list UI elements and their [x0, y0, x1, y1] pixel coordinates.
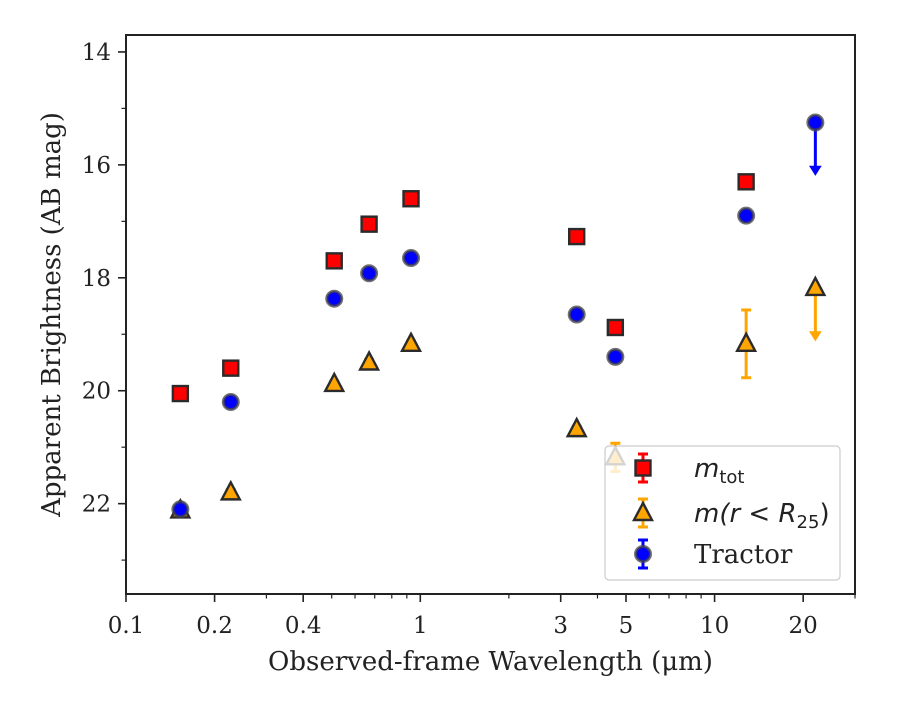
plot-frame [125, 34, 856, 595]
data-point [360, 264, 379, 283]
x-tick-label: 3 [553, 613, 568, 639]
data-point [171, 384, 190, 403]
y-tick-label: 20 [82, 379, 111, 405]
x-tick-label: 0.1 [108, 613, 145, 639]
data-point [325, 252, 343, 270]
legend-label: Tractor [694, 540, 793, 570]
data-point [565, 416, 588, 438]
data-point [402, 190, 420, 208]
data-point [735, 331, 758, 353]
data-point [221, 393, 240, 412]
y-tick-label: 16 [82, 153, 111, 179]
data-point [402, 249, 421, 268]
legend-label-suffix: ) [819, 499, 829, 529]
upper-limit-arrowhead [809, 165, 822, 176]
y-axis-label: Apparent Brightness (AB mag) [37, 112, 67, 518]
legend-label: m(r < R25) [694, 499, 830, 533]
data-point [737, 206, 756, 225]
data-point [568, 227, 586, 246]
x-axis-label: Observed-frame Wavelength (μm) [268, 647, 713, 677]
legend-label-subscript: tot [719, 467, 744, 488]
data-point [325, 289, 344, 308]
legend: mtot m(r < R25) Tractor [604, 445, 841, 581]
legend-marker [634, 459, 652, 477]
x-tick-label: 5 [619, 613, 634, 639]
legend-label-base: Tractor [694, 540, 793, 570]
data-point [737, 173, 755, 191]
data-point [400, 331, 423, 353]
data-point [606, 347, 625, 366]
data-point [171, 500, 190, 519]
legend-label-base: m(r < R [694, 499, 797, 529]
y-tick-label: 14 [82, 40, 111, 66]
legend-label-subscript: 25 [797, 512, 820, 533]
data-point [606, 318, 625, 337]
y-tick-label: 18 [82, 266, 111, 292]
axis-ticks: 0.1 0.2 0.4 1 3 5 10 20 14 16 18 20 22 [82, 40, 856, 639]
y-tick-label: 22 [82, 492, 111, 518]
x-tick-label: 0.4 [285, 613, 322, 639]
data-point [358, 349, 381, 371]
x-tick-label: 10 [700, 613, 729, 639]
x-tick-label: 20 [789, 613, 818, 639]
legend-label-base: m [694, 454, 719, 484]
data-point [806, 113, 825, 132]
data-point [323, 371, 346, 393]
x-tick-label: 1 [413, 613, 428, 639]
series-circle-2 [171, 113, 825, 519]
legend-box [604, 445, 841, 581]
upper-limit-arrowhead [809, 331, 822, 342]
legend-label: mtot [694, 454, 744, 488]
legend-marker [632, 500, 654, 522]
data-point [219, 479, 242, 501]
x-tick-label: 0.2 [196, 613, 233, 639]
legend-marker [634, 545, 652, 563]
data-point [567, 305, 586, 324]
data-point [360, 215, 378, 233]
series-square-0 [171, 173, 755, 403]
data-point [804, 275, 827, 297]
data-point [222, 359, 240, 377]
